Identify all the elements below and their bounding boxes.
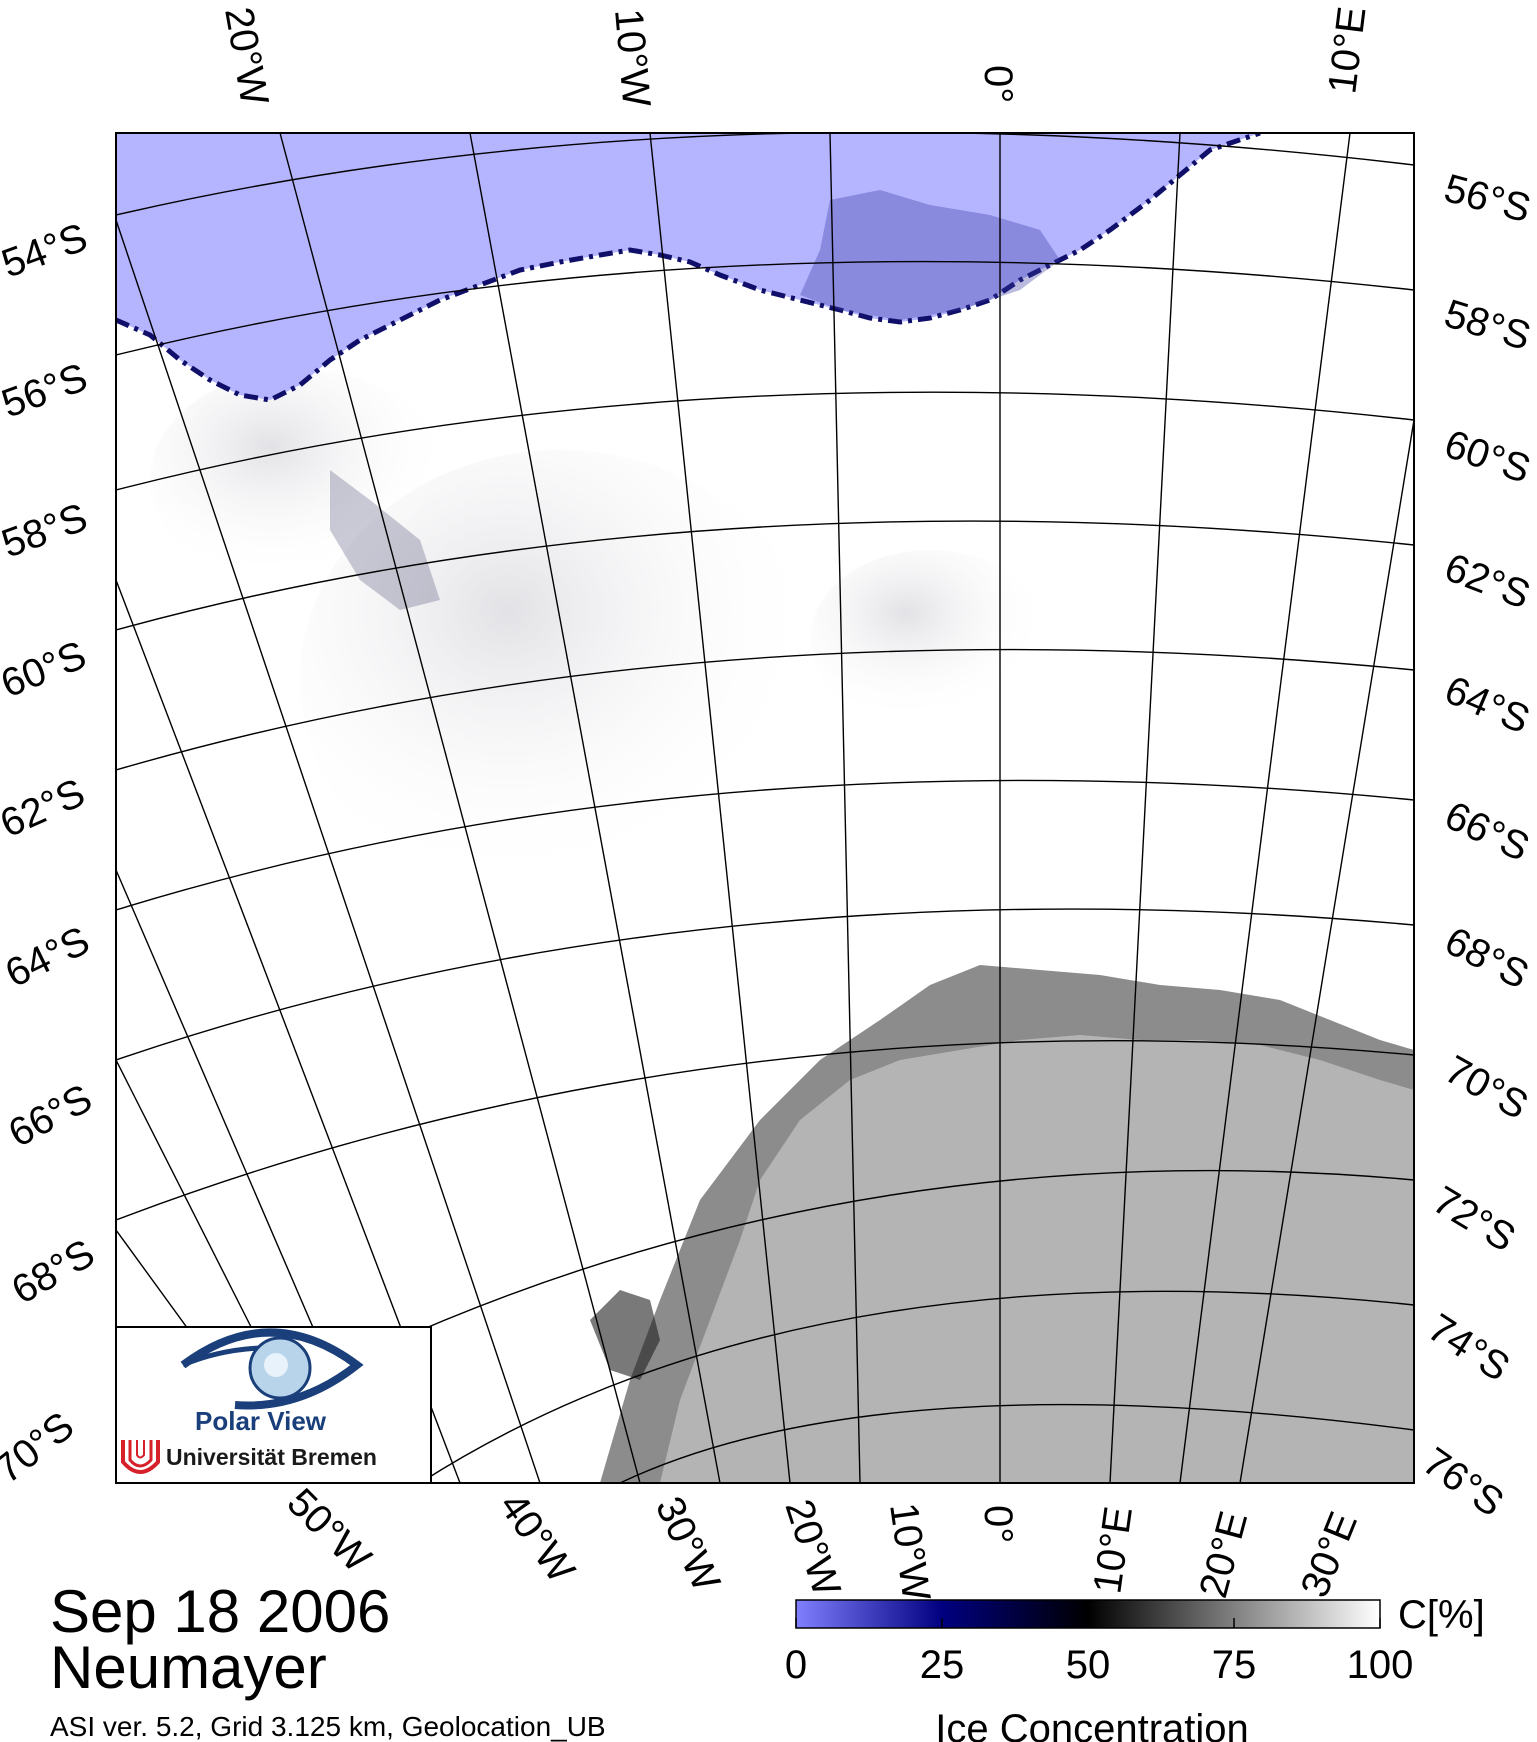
lat-label-right: 74°S <box>1420 1306 1517 1390</box>
lon-label-top: 0° <box>976 65 1020 103</box>
lat-label-right: 62°S <box>1439 545 1536 617</box>
left-latitude-labels: 54°S 56°S 58°S 60°S 62°S 64°S 66°S 68°S … <box>0 215 102 1492</box>
lat-label-right: 70°S <box>1438 1047 1536 1128</box>
lat-label-right: 64°S <box>1438 668 1535 743</box>
lat-label-left: 68°S <box>5 1231 102 1313</box>
logo-name: Polar View <box>195 1406 327 1436</box>
ice-shading <box>300 450 820 910</box>
lat-label-right: 72°S <box>1425 1178 1522 1261</box>
date-label: Sep 18 2006 <box>50 1578 391 1645</box>
map-frame <box>115 132 1415 1484</box>
lat-label-right: 66°S <box>1438 793 1536 870</box>
logo-institution: Universität Bremen <box>166 1444 377 1470</box>
colorbar-ticks: 0 25 50 75 100 <box>785 1618 1414 1687</box>
lat-label-left: 54°S <box>0 215 93 286</box>
lon-label-bottom: 20°W <box>776 1494 848 1601</box>
lat-label-right: 60°S <box>1439 422 1536 492</box>
university-logo-icon <box>121 1440 160 1474</box>
lat-label-right: 58°S <box>1439 292 1535 360</box>
colorbar-tick-label: 25 <box>920 1643 965 1687</box>
lon-label-top: 20°W <box>216 4 276 109</box>
marginal-ice-zone <box>800 190 1060 320</box>
parallel-lines <box>116 133 1414 1483</box>
ice-shading <box>810 550 1050 730</box>
lon-label-bottom: 10°W <box>881 1500 938 1604</box>
land-area <box>660 1035 1414 1483</box>
ice-edge <box>116 133 1261 403</box>
lat-label-left: 70°S <box>0 1404 82 1492</box>
lon-label-bottom: 0° <box>976 1505 1020 1543</box>
colorbar-title: Ice Concentration <box>935 1707 1249 1742</box>
lon-label-top: 10°E <box>1320 4 1374 96</box>
lat-label-right: 76°S <box>1415 1439 1512 1525</box>
station-label: Neumayer <box>50 1634 327 1701</box>
lon-label-bottom: 40°W <box>491 1485 584 1591</box>
logo-box: Polar View Universität Bremen <box>115 1326 432 1484</box>
coastal-ice-patch <box>590 1290 660 1380</box>
lon-label-bottom: 50°W <box>279 1480 380 1581</box>
bottom-longitude-labels: 50°W 40°W 30°W 20°W 10°W 0° 10°E 20°E 30… <box>279 1480 1366 1604</box>
lon-label-bottom: 20°E <box>1191 1507 1256 1603</box>
lat-label-left: 58°S <box>0 495 93 566</box>
colorbar: 0 25 50 75 100 C[%] Ice Concentration <box>785 1593 1485 1742</box>
lat-label-left: 64°S <box>0 918 96 996</box>
ice-shading <box>150 370 450 590</box>
right-latitude-labels: 56°S 58°S 60°S 62°S 64°S 66°S 68°S 70°S … <box>1415 166 1536 1525</box>
lat-label-left: 62°S <box>0 771 91 847</box>
lat-label-right: 68°S <box>1438 919 1536 998</box>
lat-label-left: 66°S <box>2 1076 100 1156</box>
lon-label-bottom: 10°E <box>1085 1504 1141 1596</box>
colorbar-unit-label: C[%] <box>1398 1593 1485 1637</box>
polar-view-eye-icon <box>180 1328 364 1410</box>
lat-label-right: 56°S <box>1440 166 1536 231</box>
lon-label-bottom: 30°W <box>647 1490 729 1598</box>
lat-label-left: 56°S <box>0 355 93 426</box>
lon-label-bottom: 30°E <box>1293 1506 1366 1603</box>
colorbar-tick-label: 100 <box>1347 1643 1414 1687</box>
lat-label-left: 60°S <box>0 633 92 706</box>
colorbar-tick-label: 0 <box>785 1643 807 1687</box>
metadata-label: ASI ver. 5.2, Grid 3.125 km, Geolocation… <box>50 1711 606 1742</box>
colorbar-tick-label: 50 <box>1066 1643 1111 1687</box>
lon-label-top: 10°W <box>606 7 658 109</box>
colorbar-tick-label: 75 <box>1212 1643 1257 1687</box>
top-longitude-labels: 20°W 10°W 0° 10°E <box>216 4 1374 109</box>
open-water-area <box>116 133 1414 400</box>
